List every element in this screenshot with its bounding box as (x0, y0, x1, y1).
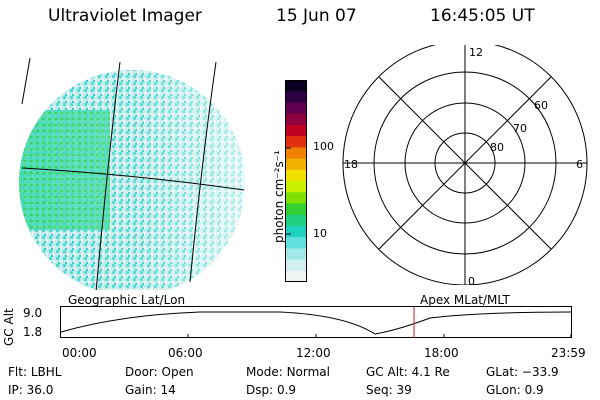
status-gc-alt: GC Alt: 4.1 Re (366, 365, 450, 379)
colorbar-swatch (285, 91, 307, 103)
colorbar-swatch (285, 270, 307, 282)
gc-alt-tick-9: 9.0 (23, 306, 43, 320)
colorbar-swatch (285, 124, 307, 137)
colorbar (285, 80, 307, 282)
geographic-grid (21, 57, 245, 290)
colorbar-swatch (285, 214, 307, 227)
colorbar-unit-label: photon cm⁻²s⁻¹ (272, 150, 286, 243)
time-tick-0000: 00:00 (62, 346, 97, 360)
lat-label-80: 80 (490, 141, 504, 154)
colorbar-swatch (285, 147, 307, 160)
status-seq: Seq: 39 (366, 383, 412, 397)
apex-label: Apex MLat/MLT (420, 293, 510, 307)
uv-image-disc (19, 70, 245, 290)
colorbar-swatch (285, 225, 307, 238)
gc-alt-axis-title: GC Alt (2, 308, 16, 346)
polar-plot: 12 18 6 0 60 70 80 (342, 45, 588, 285)
colorbar-swatch (285, 192, 307, 204)
image-date: 15 Jun 07 (276, 6, 357, 26)
lat-label-70: 70 (513, 122, 527, 135)
mlt-label-0: 0 (468, 275, 475, 285)
colorbar-tick-10: 10 (313, 227, 327, 240)
time-tick-1200: 12:00 (296, 346, 331, 360)
time-tick-2359: 23:59 (551, 346, 586, 360)
colorbar-swatch (285, 203, 307, 216)
status-glon: GLon: 0.9 (486, 383, 544, 397)
colorbar-swatch (285, 102, 307, 115)
colorbar-tick-100: 100 (313, 140, 334, 153)
colorbar-swatch (285, 80, 307, 92)
colorbar-swatch (285, 237, 307, 249)
image-time: 16:45:05 UT (430, 6, 535, 26)
uv-image-panel (19, 57, 245, 290)
colorbar-swatch (285, 136, 307, 148)
geographic-label: Geographic Lat/Lon (68, 293, 186, 307)
status-door: Door: Open (125, 365, 194, 379)
instrument-title: Ultraviolet Imager (48, 6, 202, 26)
colorbar-swatch (285, 158, 307, 171)
status-filter: Flt: LBHL (8, 365, 62, 379)
mlt-label-12: 12 (469, 46, 483, 59)
altitude-chart (60, 306, 572, 338)
status-gain: Gain: 14 (125, 383, 176, 397)
colorbar-swatch (285, 248, 307, 261)
mlt-label-6: 6 (576, 158, 583, 171)
mlt-label-18: 18 (344, 158, 358, 171)
colorbar-swatch (285, 169, 307, 182)
gc-alt-tick-1-8: 1.8 (23, 325, 43, 339)
status-dsp: Dsp: 0.9 (246, 383, 297, 397)
time-tick-0600: 06:00 (168, 346, 203, 360)
status-ip: IP: 36.0 (8, 383, 54, 397)
colorbar-swatch (285, 113, 307, 126)
lat-label-60: 60 (534, 99, 548, 112)
colorbar-swatch (285, 259, 307, 272)
status-mode: Mode: Normal (246, 365, 330, 379)
colorbar-swatch (285, 181, 307, 193)
status-glat: GLat: −33.9 (486, 365, 559, 379)
time-tick-1800: 18:00 (424, 346, 459, 360)
